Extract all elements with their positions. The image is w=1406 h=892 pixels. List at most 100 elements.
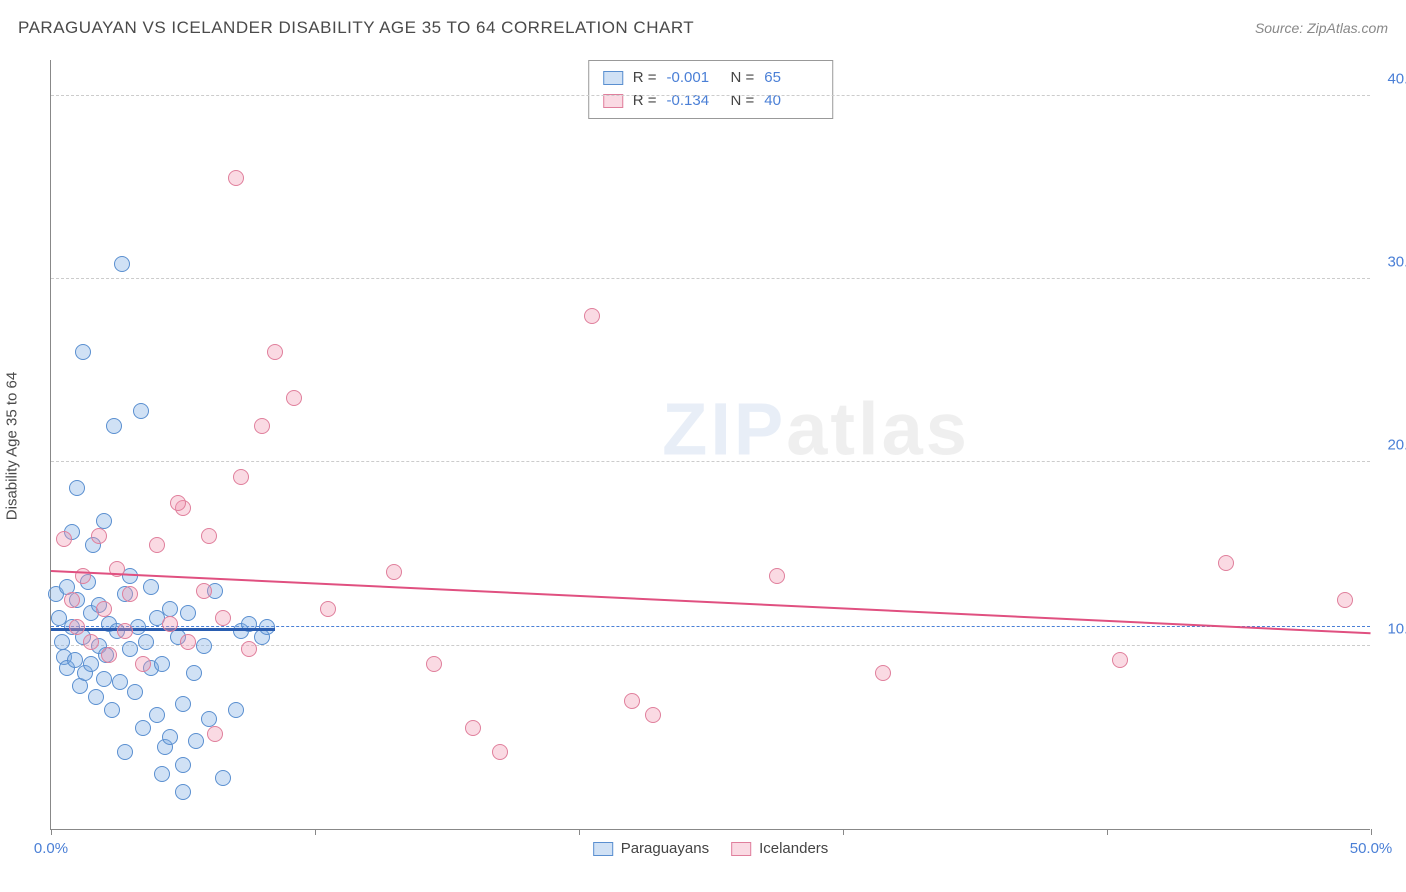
- scatter-point: [286, 390, 302, 406]
- scatter-point: [143, 579, 159, 595]
- scatter-point: [162, 616, 178, 632]
- y-tick-label: 10.0%: [1387, 620, 1406, 637]
- scatter-point: [135, 656, 151, 672]
- scatter-point: [386, 564, 402, 580]
- x-tick: [1107, 829, 1108, 835]
- scatter-point: [267, 344, 283, 360]
- n-label: N =: [731, 90, 755, 113]
- scatter-point: [91, 528, 107, 544]
- scatter-point: [769, 568, 785, 584]
- scatter-point: [188, 733, 204, 749]
- x-tick: [843, 829, 844, 835]
- scatter-point: [201, 528, 217, 544]
- scatter-point: [122, 641, 138, 657]
- scatter-point: [135, 720, 151, 736]
- scatter-point: [186, 665, 202, 681]
- legend-swatch: [731, 842, 751, 856]
- scatter-point: [228, 170, 244, 186]
- scatter-point: [201, 711, 217, 727]
- scatter-point: [215, 610, 231, 626]
- scatter-point: [88, 689, 104, 705]
- scatter-point: [254, 418, 270, 434]
- scatter-point: [127, 684, 143, 700]
- scatter-point: [83, 656, 99, 672]
- stats-row: R = -0.134 N = 40: [603, 90, 819, 113]
- scatter-point: [320, 601, 336, 617]
- legend-item: Paraguayans: [593, 840, 709, 857]
- scatter-point: [96, 513, 112, 529]
- scatter-point: [196, 638, 212, 654]
- n-value: 40: [764, 90, 818, 113]
- r-value: -0.001: [667, 67, 721, 90]
- y-tick-label: 20.0%: [1387, 437, 1406, 454]
- source-attribution: Source: ZipAtlas.com: [1255, 20, 1388, 36]
- scatter-point: [584, 308, 600, 324]
- scatter-point: [180, 605, 196, 621]
- y-tick-label: 30.0%: [1387, 254, 1406, 271]
- legend-swatch: [593, 842, 613, 856]
- chart-title: PARAGUAYAN VS ICELANDER DISABILITY AGE 3…: [18, 18, 694, 38]
- scatter-point: [64, 592, 80, 608]
- x-tick: [315, 829, 316, 835]
- legend: Paraguayans Icelanders: [593, 840, 829, 857]
- scatter-point: [104, 702, 120, 718]
- scatter-point: [645, 707, 661, 723]
- scatter-point: [154, 766, 170, 782]
- scatter-point: [162, 729, 178, 745]
- x-tick: [1371, 829, 1372, 835]
- r-value: -0.134: [667, 90, 721, 113]
- gridline: [51, 461, 1370, 462]
- scatter-point: [56, 531, 72, 547]
- scatter-point: [875, 665, 891, 681]
- correlation-stats-box: R =-0.001N =65R =-0.134N =40: [588, 60, 834, 119]
- series-swatch: [603, 94, 623, 108]
- scatter-point: [175, 757, 191, 773]
- scatter-point: [96, 671, 112, 687]
- scatter-point: [69, 619, 85, 635]
- scatter-point: [83, 634, 99, 650]
- scatter-point: [117, 744, 133, 760]
- scatter-point: [101, 647, 117, 663]
- scatter-point: [426, 656, 442, 672]
- scatter-point: [154, 656, 170, 672]
- x-tick-label: 50.0%: [1350, 840, 1393, 857]
- scatter-point: [149, 707, 165, 723]
- x-tick-label: 0.0%: [34, 840, 68, 857]
- scatter-point: [492, 744, 508, 760]
- scatter-point: [122, 586, 138, 602]
- scatter-point: [1112, 652, 1128, 668]
- scatter-point: [138, 634, 154, 650]
- series-swatch: [603, 71, 623, 85]
- r-label: R =: [633, 67, 657, 90]
- gridline: [51, 278, 1370, 279]
- scatter-point: [180, 634, 196, 650]
- scatter-point: [54, 634, 70, 650]
- scatter-point: [106, 418, 122, 434]
- scatter-plot-area: ZIPatlas R =-0.001N =65R =-0.134N =40 Pa…: [50, 60, 1370, 830]
- x-tick: [579, 829, 580, 835]
- x-tick: [51, 829, 52, 835]
- scatter-point: [96, 601, 112, 617]
- scatter-point: [233, 469, 249, 485]
- scatter-point: [207, 726, 223, 742]
- scatter-point: [241, 641, 257, 657]
- scatter-point: [228, 702, 244, 718]
- scatter-point: [114, 256, 130, 272]
- scatter-point: [465, 720, 481, 736]
- legend-label: Icelanders: [759, 840, 828, 857]
- stats-row: R =-0.001N =65: [603, 67, 819, 90]
- scatter-point: [162, 601, 178, 617]
- scatter-point: [215, 770, 231, 786]
- scatter-point: [1337, 592, 1353, 608]
- scatter-point: [75, 344, 91, 360]
- scatter-point: [112, 674, 128, 690]
- watermark: ZIPatlas: [662, 387, 970, 472]
- y-axis-label: Disability Age 35 to 64: [4, 372, 21, 520]
- scatter-point: [117, 623, 133, 639]
- scatter-point: [69, 480, 85, 496]
- gridline: [51, 95, 1370, 96]
- legend-label: Paraguayans: [621, 840, 709, 857]
- scatter-point: [196, 583, 212, 599]
- r-label: R =: [633, 90, 657, 113]
- scatter-point: [1218, 555, 1234, 571]
